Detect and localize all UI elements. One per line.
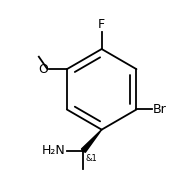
Text: Br: Br	[153, 103, 167, 116]
Text: F: F	[98, 18, 105, 31]
Text: &1: &1	[85, 154, 97, 163]
Text: O: O	[39, 63, 49, 76]
Text: H₂N: H₂N	[42, 144, 66, 157]
Polygon shape	[81, 130, 102, 152]
